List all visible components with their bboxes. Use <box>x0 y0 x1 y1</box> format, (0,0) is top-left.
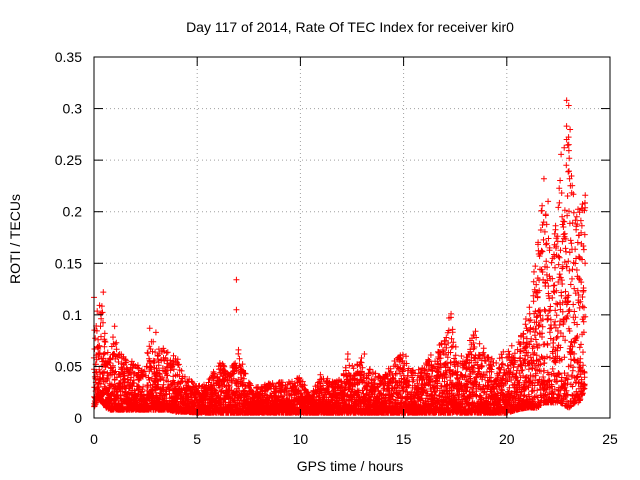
x-tick-label: 10 <box>293 431 309 447</box>
roti-point <box>446 314 453 321</box>
x-tick-label: 15 <box>396 431 412 447</box>
y-tick-label: 0.1 <box>63 307 83 323</box>
roti-point <box>582 192 589 199</box>
roti-point <box>545 198 552 205</box>
x-axis-label: GPS time / hours <box>297 458 404 474</box>
roti-point <box>235 346 242 353</box>
y-axis-label: ROTI / TECUs <box>7 194 23 284</box>
y-tick-label: 0.05 <box>55 358 82 374</box>
x-tick-label: 25 <box>602 431 618 447</box>
y-tick-label: 0 <box>74 410 82 426</box>
x-tick-label: 20 <box>499 431 515 447</box>
chart-title: Day 117 of 2014, Rate Of TEC Index for r… <box>186 19 514 35</box>
roti-point <box>448 310 455 317</box>
roti-point <box>344 351 351 358</box>
roti-point <box>563 136 570 143</box>
y-tick-label: 0.15 <box>55 255 82 271</box>
roti-point <box>565 102 572 109</box>
roti-point <box>146 325 153 332</box>
roti-point <box>152 329 159 336</box>
y-tick-label: 0.25 <box>55 152 82 168</box>
roti-point <box>100 289 107 296</box>
roti-point <box>563 97 570 104</box>
plot-frame <box>93 56 611 419</box>
roti-point <box>540 175 547 182</box>
roti-point <box>233 276 240 283</box>
roti-point-cloud <box>90 123 589 416</box>
y-tick-label: 0.3 <box>63 101 83 117</box>
x-tick-label: 5 <box>193 431 201 447</box>
y-tick-label: 0.35 <box>55 49 82 65</box>
roti-point <box>361 351 368 358</box>
roti-point <box>111 323 118 330</box>
roti-point <box>565 141 572 148</box>
x-tick-label: 0 <box>90 431 98 447</box>
axis-ticks: 0 0.05 0.1 0.15 0.2 0.25 0.3 0.35 0 5 10 15 20 25 <box>55 49 618 447</box>
data-points <box>90 97 589 416</box>
roti-point <box>233 306 240 313</box>
y-tick-label: 0.2 <box>63 204 83 220</box>
